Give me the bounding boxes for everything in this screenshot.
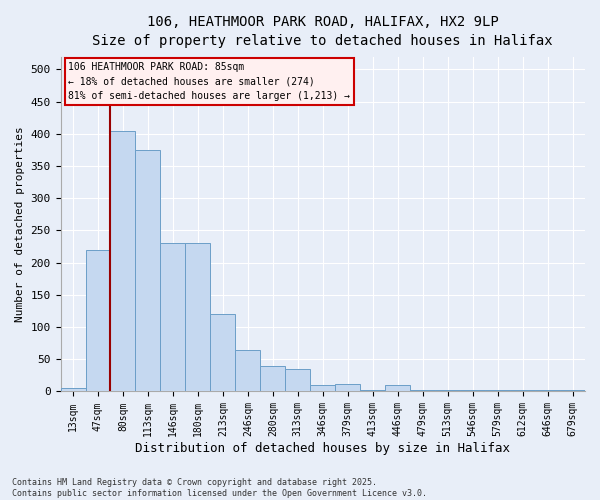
Bar xyxy=(160,244,185,392)
Bar xyxy=(485,390,510,392)
Bar xyxy=(61,388,86,392)
Bar xyxy=(335,384,360,392)
Bar xyxy=(510,390,535,392)
Bar xyxy=(560,390,585,392)
Bar xyxy=(86,250,110,392)
Bar xyxy=(385,385,410,392)
Bar xyxy=(360,390,385,392)
Bar xyxy=(136,150,160,392)
Bar xyxy=(211,314,235,392)
Text: 106 HEATHMOOR PARK ROAD: 85sqm
← 18% of detached houses are smaller (274)
81% of: 106 HEATHMOOR PARK ROAD: 85sqm ← 18% of … xyxy=(68,62,350,101)
Bar xyxy=(286,369,310,392)
Text: Contains HM Land Registry data © Crown copyright and database right 2025.
Contai: Contains HM Land Registry data © Crown c… xyxy=(12,478,427,498)
Bar xyxy=(310,385,335,392)
Bar xyxy=(535,390,560,392)
Bar xyxy=(235,350,260,392)
Y-axis label: Number of detached properties: Number of detached properties xyxy=(15,126,25,322)
Bar xyxy=(260,366,286,392)
X-axis label: Distribution of detached houses by size in Halifax: Distribution of detached houses by size … xyxy=(135,442,510,455)
Bar xyxy=(410,390,435,392)
Bar xyxy=(460,390,485,392)
Title: 106, HEATHMOOR PARK ROAD, HALIFAX, HX2 9LP
Size of property relative to detached: 106, HEATHMOOR PARK ROAD, HALIFAX, HX2 9… xyxy=(92,15,553,48)
Bar xyxy=(435,390,460,392)
Bar xyxy=(110,130,136,392)
Bar xyxy=(185,244,211,392)
